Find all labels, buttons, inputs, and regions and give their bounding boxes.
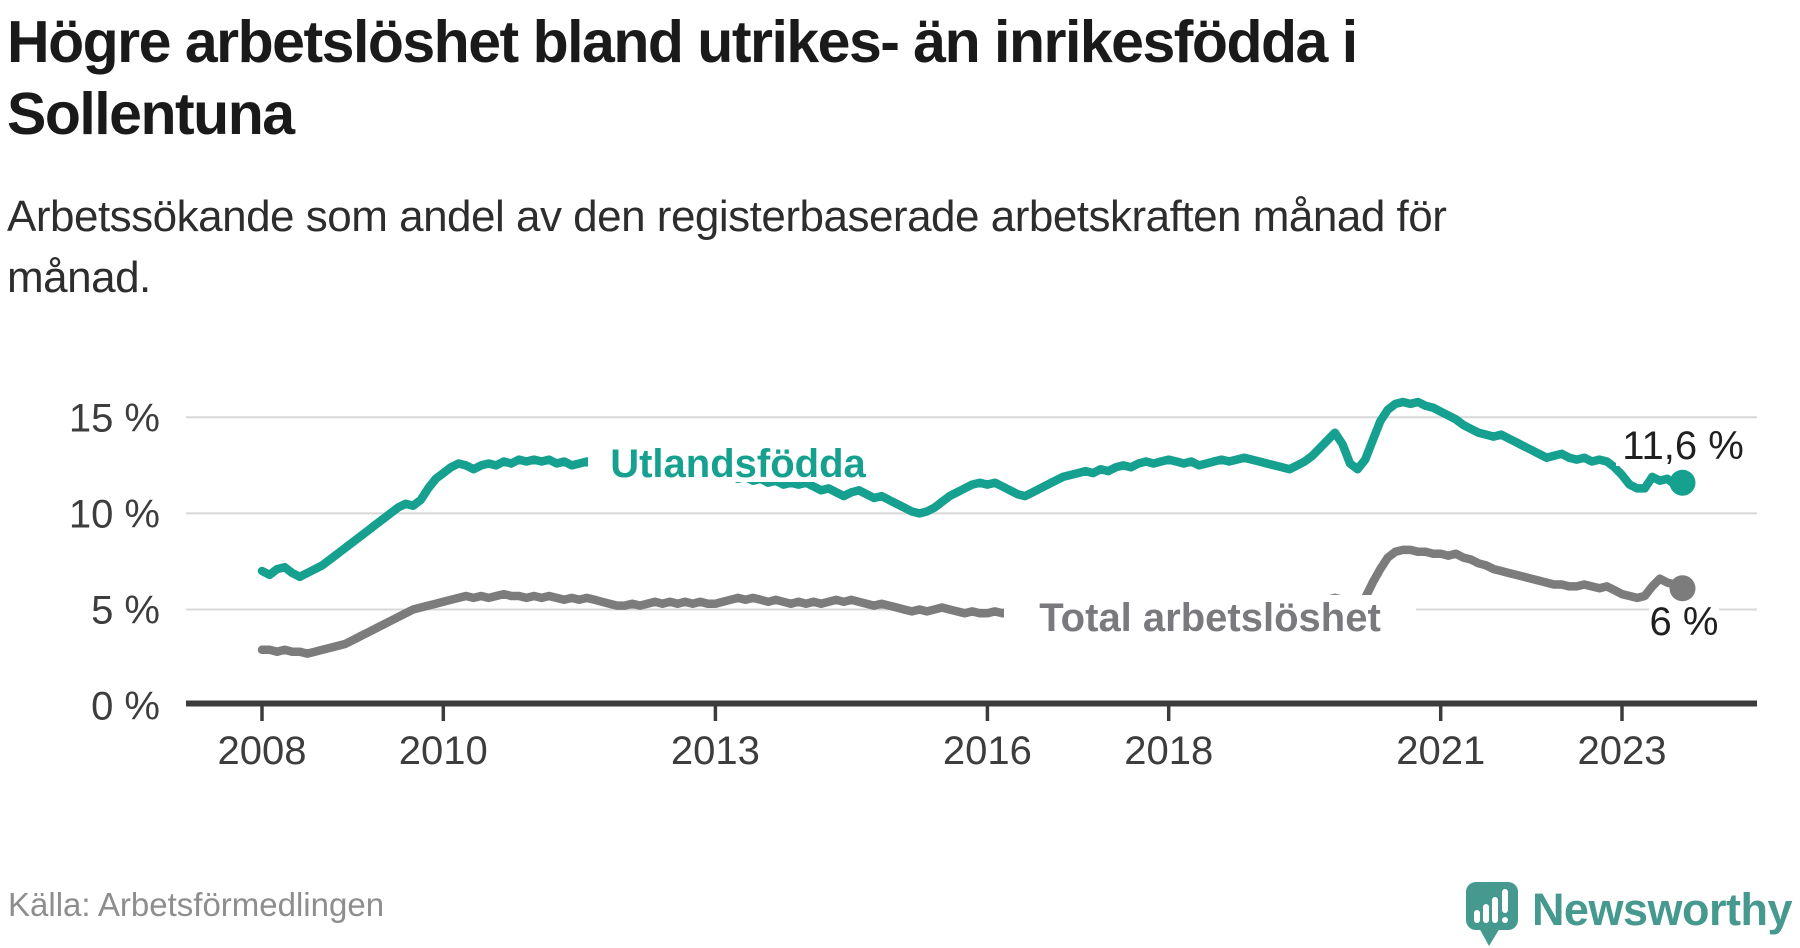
subtitle-line-1: Arbetssökande som andel av den registerb… — [7, 192, 1447, 241]
page-title: Högre arbetslöshet bland utrikes- än inr… — [7, 6, 1358, 150]
x-axis-labels: 2008 2010 2013 2016 2018 2021 2023 — [218, 729, 1667, 773]
icon-exclamation-dot — [1501, 917, 1508, 923]
x-axis-label-2021: 2021 — [1396, 729, 1485, 773]
icon-bar-2 — [1482, 904, 1489, 923]
series-label-total: Total arbetslöshet — [1039, 596, 1381, 640]
title-line-2: Sollentuna — [7, 81, 295, 147]
x-axis-ticks — [260, 706, 1624, 721]
series-end-dot-utlandsfodda — [1669, 469, 1696, 496]
icon-bubble-tail — [1477, 926, 1500, 946]
title-line-1: Högre arbetslöshet bland utrikes- än inr… — [7, 9, 1358, 75]
label-halo-total — [1004, 595, 1416, 637]
x-axis-label-2018: 2018 — [1124, 729, 1213, 773]
y-axis-label-15: 15 % — [69, 396, 160, 440]
x-axis-label-2023: 2023 — [1578, 729, 1667, 773]
y-axis-label-0: 0 % — [91, 685, 160, 729]
x-axis-label-2010: 2010 — [399, 729, 488, 773]
x-axis-label-2008: 2008 — [218, 729, 307, 773]
icon-exclamation-bar — [1501, 889, 1508, 913]
subtitle-line-2: månad. — [7, 253, 151, 302]
end-value-label-utlandsfodda: 11,6 % — [1622, 424, 1744, 468]
label-halo-end-value-2 — [1649, 601, 1719, 641]
end-value-label-total: 6 % — [1650, 600, 1719, 644]
label-halo-end-value-1 — [1616, 426, 1750, 466]
y-axis-label-10: 10 % — [69, 492, 160, 536]
label-halo-utlandsfodda — [588, 440, 890, 482]
y-axis-label-5: 5 % — [91, 589, 160, 633]
series-line-utlandsfodda — [257, 397, 1687, 582]
x-axis-label-2013: 2013 — [671, 729, 760, 773]
series-line-total — [257, 545, 1687, 658]
newsworthy-logo: Newsworthy — [1465, 882, 1793, 948]
icon-bar-1 — [1473, 910, 1480, 923]
icon-bar-3 — [1491, 897, 1498, 923]
series-label-utlandsfodda: Utlandsfödda — [610, 442, 866, 486]
source-note: Källa: Arbetsförmedlingen — [8, 886, 385, 923]
y-axis-labels: 0 % 5 % 10 % 15 % — [69, 396, 160, 728]
chart-subtitle: Arbetssökande som andel av den registerb… — [7, 186, 1447, 308]
newsworthy-wordmark: Newsworthy — [1531, 884, 1793, 935]
series-end-dot-total — [1669, 575, 1696, 602]
x-axis-label-2016: 2016 — [943, 729, 1032, 773]
newsworthy-icon — [1465, 882, 1518, 946]
